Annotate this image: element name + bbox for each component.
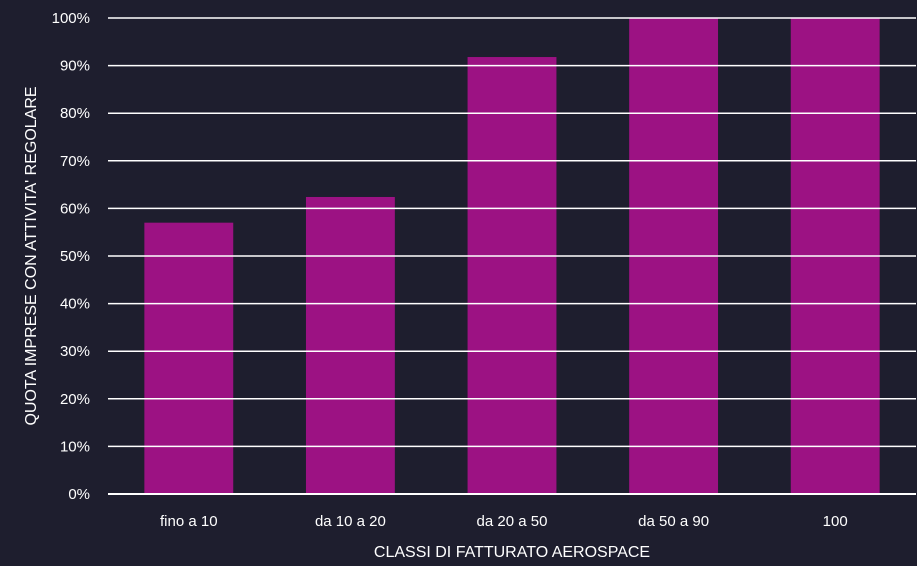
x-axis-title: CLASSI DI FATTURATO AEROSPACE <box>374 544 650 561</box>
y-tick-label: 0% <box>68 486 90 503</box>
y-tick-labels: 0% 10% 20% 30% 40% 50% 60% 70% 80% 90% 100% <box>52 10 90 503</box>
bar <box>467 57 557 494</box>
x-tick-label: da 10 a 20 <box>315 513 386 530</box>
y-tick-label: 40% <box>60 296 90 313</box>
y-tick-label: 80% <box>60 105 90 122</box>
y-tick-label: 100% <box>52 10 90 27</box>
y-tick-label: 10% <box>60 438 90 455</box>
y-tick-label: 70% <box>60 153 90 170</box>
x-tick-label: da 50 a 90 <box>638 513 709 530</box>
y-tick-label: 50% <box>60 248 90 265</box>
x-tick-labels: fino a 10 da 10 a 20 da 20 a 50 da 50 a 90 1… <box>160 513 848 530</box>
gridlines <box>108 17 916 495</box>
x-tick-label: fino a 10 <box>160 513 218 530</box>
bar <box>305 196 395 494</box>
y-tick-label: 90% <box>60 58 90 75</box>
x-tick-label: da 20 a 50 <box>477 513 548 530</box>
y-tick-label: 30% <box>60 343 90 360</box>
y-tick-label: 20% <box>60 391 90 408</box>
x-tick-label: 100 <box>823 513 848 530</box>
y-axis-title: QUOTA IMPRESE CON ATTIVITA' REGOLARE <box>23 86 40 425</box>
bar <box>144 222 234 494</box>
y-tick-label: 60% <box>60 200 90 217</box>
